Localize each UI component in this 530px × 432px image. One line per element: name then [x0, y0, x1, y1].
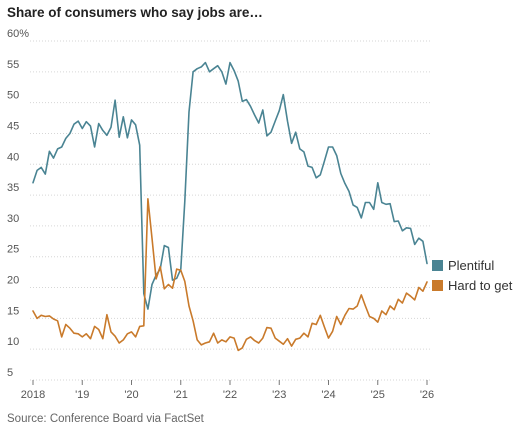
y-axis-ticks: 5 10 15 20 25 30 35 40 45 50 55 60% [7, 28, 29, 379]
gridlines [30, 40, 430, 381]
y-tick-label: 45 [7, 120, 19, 132]
y-tick-label: 50 [7, 90, 19, 102]
x-tick-label: '19 [75, 389, 89, 401]
legend-label: Plentiful [448, 258, 494, 273]
x-tick-label: '24 [321, 389, 335, 401]
y-tick-label: 20 [7, 275, 19, 287]
legend-label: Hard to get [448, 278, 513, 293]
x-tick-label: '22 [223, 389, 237, 401]
x-tick-label: '26 [420, 389, 434, 401]
y-tick-label: 40 [7, 151, 19, 163]
y-tick-label: 30 [7, 213, 19, 225]
x-tick-label: 2018 [21, 389, 45, 401]
series-lines [32, 61, 428, 352]
x-tick-label: '20 [124, 389, 138, 401]
y-tick-label: 10 [7, 336, 19, 348]
x-tick-label: '23 [272, 389, 286, 401]
x-axis-ticks: 2018 '19 '20 '21 '22 '23 '24 '25 '26 [21, 380, 434, 401]
x-tick-label: '21 [174, 389, 188, 401]
legend-swatch [432, 260, 443, 271]
y-tick-label: 55 [7, 59, 19, 71]
y-tick-label: 25 [7, 244, 19, 256]
chart-title: Share of consumers who say jobs are… [7, 5, 263, 20]
source-note: Source: Conference Board via FactSet [7, 413, 204, 425]
series-line-hard-to-get [32, 198, 428, 352]
y-tick-label: 60% [7, 28, 29, 40]
series-line-plentiful [32, 61, 428, 310]
y-tick-label: 15 [7, 305, 19, 317]
y-tick-label: 35 [7, 182, 19, 194]
legend: Plentiful Hard to get [432, 258, 513, 293]
y-tick-label: 5 [7, 367, 13, 379]
x-tick-label: '25 [371, 389, 385, 401]
legend-swatch [432, 280, 443, 291]
